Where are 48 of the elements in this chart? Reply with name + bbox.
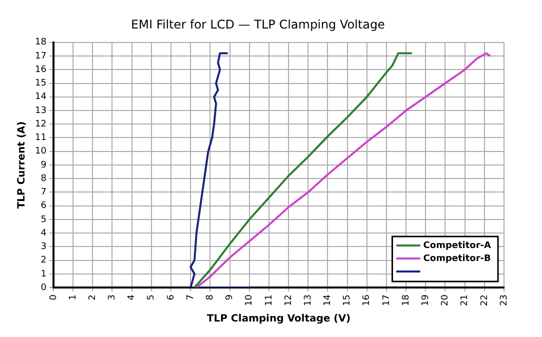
x-tick-label: 7 <box>186 294 196 300</box>
x-tick-label: 20 <box>440 294 451 306</box>
x-tick-label: 5 <box>146 294 157 300</box>
x-tick-label: 8 <box>206 294 216 300</box>
x-tick-label: 21 <box>460 294 470 306</box>
chart-title: EMI Filter for LCD — TLP Clamping Voltage <box>131 17 385 32</box>
x-tick-label: 3 <box>108 294 118 300</box>
y-tick-label: 11 <box>35 133 46 144</box>
y-tick-label: 0 <box>40 282 47 293</box>
y-tick-label: 7 <box>40 188 46 198</box>
y-tick-label: 5 <box>40 214 46 225</box>
y-tick-label: 6 <box>40 201 47 212</box>
x-tick-label: 2 <box>88 294 98 300</box>
x-tick-label: 11 <box>264 294 274 306</box>
x-tick-label: 0 <box>48 294 59 300</box>
x-tick-label: 16 <box>362 294 372 306</box>
y-tick-label: 8 <box>40 174 47 184</box>
x-tick-label: 15 <box>342 294 353 306</box>
x-tick-label: 18 <box>401 294 412 306</box>
legend-label: Competitor-B <box>423 254 492 264</box>
y-tick-label: 4 <box>40 228 47 238</box>
x-tick-label: 10 <box>244 294 255 306</box>
x-tick-label: 17 <box>382 294 392 306</box>
y-axis-title: TLP Current (A) <box>16 121 28 209</box>
legend-label: Competitor-A <box>423 240 492 251</box>
x-tick-label: 13 <box>303 294 314 306</box>
y-tick-label: 18 <box>35 38 47 48</box>
x-axis-title: TLP Clamping Voltage (V) <box>206 314 351 325</box>
x-tick-label: 14 <box>323 294 334 306</box>
y-tick-label: 10 <box>35 146 47 157</box>
y-tick-label: 12 <box>35 119 46 130</box>
x-tick-label: 22 <box>480 294 490 306</box>
x-tick-label: 23 <box>499 294 510 306</box>
y-tick-label: 15 <box>35 78 46 89</box>
x-tick-label: 6 <box>166 294 176 300</box>
y-tick-label: 17 <box>35 51 46 62</box>
y-tick-label: 16 <box>35 64 47 75</box>
y-tick-label: 14 <box>35 92 47 102</box>
y-tick-label: 1 <box>40 269 46 280</box>
y-tick-label: 3 <box>40 242 46 252</box>
x-tick-label: 12 <box>284 294 294 306</box>
x-tick-label: 19 <box>420 294 431 306</box>
x-tick-label: 9 <box>225 294 236 300</box>
y-tick-label: 13 <box>35 106 46 116</box>
y-tick-label: 2 <box>40 256 46 266</box>
y-tick-label: 9 <box>40 160 47 170</box>
x-tick-label: 1 <box>68 294 78 300</box>
x-tick-label: 4 <box>127 294 138 300</box>
